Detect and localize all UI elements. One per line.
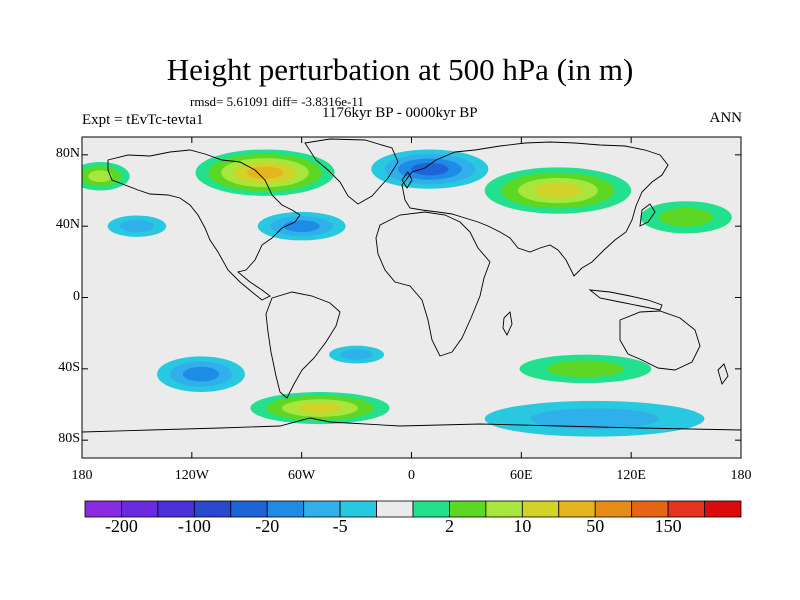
anomaly-contour-siberia-positive — [534, 183, 582, 198]
lat-tick-label: 80S — [58, 431, 80, 447]
colorbar — [84, 500, 742, 518]
coastlines — [82, 138, 741, 433]
lat-tick-label: 40N — [55, 217, 80, 233]
coast-eurasia — [401, 141, 669, 277]
colorbar-label: -5 — [332, 516, 348, 536]
coast-new-zealand — [717, 363, 729, 385]
colorbar-swatch — [485, 500, 523, 518]
statistics-subtitle: rmsd= 5.61091 diff= -3.8316e-11 — [190, 94, 364, 109]
anomaly-contour-south-atlantic-negative — [340, 349, 373, 360]
colorbar-swatch — [266, 500, 305, 518]
anomaly-field-layer — [82, 149, 732, 437]
colorbar-swatch — [121, 500, 159, 518]
lat-tick-label: 80N — [55, 145, 80, 161]
anomaly-contour-east-asia-positive — [659, 207, 713, 227]
axis-ticks — [81, 137, 742, 458]
colorbar-label: 150 — [654, 516, 682, 536]
colorbar-swatch — [157, 500, 195, 518]
anomaly-contour-south-pacific-negative — [182, 366, 220, 382]
lat-tick-label: 40S — [58, 359, 80, 375]
lon-tick-label: 60W — [288, 468, 316, 483]
coast-south-america — [265, 291, 341, 399]
coast-japan — [639, 203, 656, 227]
lat-tick-label: 0 — [73, 288, 80, 304]
colorbar-swatch — [230, 500, 268, 518]
colorbar-swatch — [193, 500, 232, 518]
map-title: Height perturbation at 500 hPa (in m) — [166, 52, 634, 87]
colorbar-label: -20 — [255, 516, 280, 536]
colorbar-swatch — [303, 500, 341, 518]
coast-uk — [401, 171, 413, 189]
colorbar-swatch — [412, 500, 450, 518]
coast-australia — [619, 310, 701, 371]
colorbar-label: 2 — [444, 516, 454, 536]
coast-antarctica — [82, 417, 741, 433]
anomaly-contour-southern-ocean-positive — [297, 402, 343, 414]
lon-tick-label: 180 — [71, 468, 93, 483]
colorbar-swatch — [558, 500, 596, 518]
colorbar-swatch — [594, 500, 633, 518]
season-label: ANN — [709, 110, 743, 126]
colorbar-swatch — [376, 500, 414, 518]
coast-africa — [375, 211, 491, 357]
coast-north-america — [107, 149, 301, 301]
colorbar-swatch — [704, 500, 742, 518]
lon-tick-label: 0 — [408, 468, 415, 483]
colorbar-label: 50 — [586, 516, 605, 536]
experiment-label: Expt = tEvTc-tevta1 — [82, 112, 204, 128]
anomaly-contour-indian-ocean-positive — [546, 360, 624, 378]
colorbar-label: -100 — [177, 516, 211, 536]
coast-greenland — [304, 138, 399, 205]
anomaly-contour-north-atlantic-negative — [283, 220, 320, 233]
time-period-label: 1176kyr BP - 0000kyr BP — [322, 105, 478, 121]
anomaly-contour-east-pacific-negative — [119, 219, 155, 233]
anomaly-contour-north-atlantic-north-america-positive — [247, 166, 284, 179]
colorbar-label: -200 — [104, 516, 138, 536]
coast-indonesia — [588, 289, 663, 311]
anomaly-contour-antarctic-negative — [530, 408, 659, 430]
lon-tick-label: 120W — [174, 468, 209, 483]
lon-tick-label: 180 — [730, 468, 752, 483]
colorbar-label: 10 — [513, 516, 532, 536]
coast-madagascar — [502, 311, 513, 336]
anomaly-contour-north-pacific-positive — [88, 170, 113, 183]
colorbar-swatch — [667, 500, 705, 518]
lon-tick-label: 120E — [616, 468, 646, 483]
colorbar-swatch — [339, 500, 377, 518]
anomaly-contour-scandinavia-negative — [411, 162, 449, 176]
colorbar-swatch — [631, 500, 669, 518]
colorbar-swatch — [521, 500, 560, 518]
colorbar-swatch — [449, 500, 487, 518]
lon-tick-label: 60E — [510, 468, 533, 483]
colorbar-swatch — [84, 500, 122, 518]
